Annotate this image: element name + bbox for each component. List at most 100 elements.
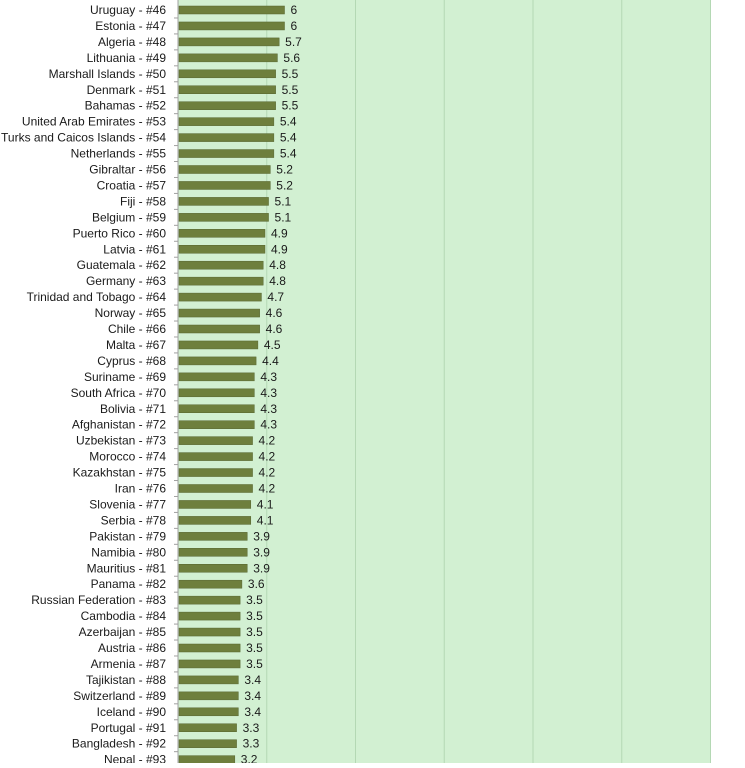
data-label: 6 <box>291 19 298 33</box>
category-label: Morocco - #74 <box>89 450 166 464</box>
category-label: Chile - #66 <box>108 322 166 336</box>
bar <box>178 755 236 764</box>
data-label: 3.5 <box>246 641 263 655</box>
data-label: 4.7 <box>267 290 284 304</box>
data-label: 3.9 <box>253 545 270 559</box>
bar <box>178 516 252 525</box>
bar <box>178 484 253 493</box>
bar <box>178 627 241 637</box>
bar <box>178 579 243 589</box>
category-label: Mauritius - #81 <box>87 561 167 575</box>
category-label: Iceland - #90 <box>97 705 167 719</box>
bar <box>178 69 276 79</box>
data-label: 4.6 <box>266 306 283 320</box>
category-label: Austria - #86 <box>98 641 166 655</box>
data-label: 4.3 <box>260 370 277 384</box>
category-label: South Africa - #70 <box>71 386 167 400</box>
bar <box>178 388 255 398</box>
category-label: Marshall Islands - #50 <box>49 67 167 81</box>
bars <box>178 5 285 764</box>
bar <box>178 595 241 605</box>
bar <box>178 372 255 382</box>
category-label: Bahamas - #52 <box>85 99 167 113</box>
data-label: 3.9 <box>253 529 270 543</box>
bar <box>178 21 285 31</box>
bar <box>178 324 260 334</box>
data-label: 4.9 <box>271 242 288 256</box>
data-label: 3.2 <box>241 753 258 763</box>
bar <box>178 420 255 429</box>
data-label: 3.5 <box>246 593 263 607</box>
bar <box>178 149 275 158</box>
category-label: United Arab Emirates - #53 <box>22 115 166 129</box>
category-labels: Uruguay - #46 Estonia - #47 Algeria - #48 L… <box>1 3 178 768</box>
category-label: Russian Federation - #83 <box>31 593 166 607</box>
data-label: 5.1 <box>275 194 292 208</box>
category-label: Algeria - #48 <box>98 35 166 49</box>
category-label: Switzerland - #89 <box>73 689 166 703</box>
data-label: 4.6 <box>266 322 283 336</box>
category-label: Fiji - #58 <box>120 194 166 208</box>
bar <box>178 500 252 509</box>
bar <box>178 659 241 669</box>
category-label: Lithuania - #49 <box>87 51 167 65</box>
data-label: 3.5 <box>246 625 263 639</box>
category-label: Nepal - #93 <box>104 753 166 763</box>
data-label: 3.4 <box>244 673 261 687</box>
bar <box>178 85 276 94</box>
bar <box>178 53 278 63</box>
data-label: 5.5 <box>282 67 299 81</box>
data-label: 4.3 <box>260 386 277 400</box>
data-label: 4.5 <box>264 338 281 352</box>
category-label: Gibraltar - #56 <box>89 163 166 177</box>
category-label: Uzbekistan - #73 <box>76 434 166 448</box>
bar <box>178 723 237 732</box>
data-label: 3.3 <box>243 721 260 735</box>
category-label: Serbia - #78 <box>101 513 167 527</box>
category-label: Kazakhstan - #75 <box>73 466 167 480</box>
category-label: Panama - #82 <box>91 577 167 591</box>
data-label: 3.9 <box>253 561 270 575</box>
bar <box>178 165 271 174</box>
bar <box>178 133 275 142</box>
category-label: Estonia - #47 <box>95 19 166 33</box>
category-label: Netherlands - #55 <box>71 147 167 161</box>
bar <box>178 276 264 286</box>
category-label: Trinidad and Tobago - #64 <box>27 290 167 304</box>
data-label: 3.6 <box>248 577 265 591</box>
bar <box>178 197 269 206</box>
bar <box>178 101 276 110</box>
data-label: 4.2 <box>259 434 276 448</box>
bar <box>178 691 239 701</box>
category-label: Puerto Rico - #60 <box>73 226 167 240</box>
data-label: 5.5 <box>282 83 299 97</box>
data-label: 4.2 <box>259 482 276 496</box>
bar <box>178 181 271 190</box>
data-label: 4.8 <box>269 274 286 288</box>
category-label: Denmark - #51 <box>87 83 167 97</box>
data-label: 3.3 <box>243 737 260 751</box>
data-label: 5.4 <box>280 115 297 129</box>
bar <box>178 739 237 748</box>
data-label: 4.1 <box>257 513 274 527</box>
category-label: Slovenia - #77 <box>89 497 166 511</box>
data-label: 4.3 <box>260 402 277 416</box>
data-label: 5.5 <box>282 99 299 113</box>
data-label: 4.8 <box>269 258 286 272</box>
category-label: Belgium - #59 <box>92 210 166 224</box>
category-label: Cambodia - #84 <box>81 609 167 623</box>
data-label: 4.4 <box>262 354 279 368</box>
data-label: 5.4 <box>280 147 297 161</box>
category-label: Pakistan - #79 <box>89 529 166 543</box>
category-label: Malta - #67 <box>106 338 166 352</box>
bar <box>178 356 257 366</box>
category-label: Croatia - #57 <box>97 178 167 192</box>
data-label: 4.3 <box>260 418 277 432</box>
bar <box>178 260 264 270</box>
category-label: Bolivia - #71 <box>100 402 166 416</box>
data-label: 6 <box>291 3 298 17</box>
data-label: 5.2 <box>276 163 293 177</box>
bar <box>178 308 260 318</box>
category-label: Afghanistan - #72 <box>72 418 166 432</box>
